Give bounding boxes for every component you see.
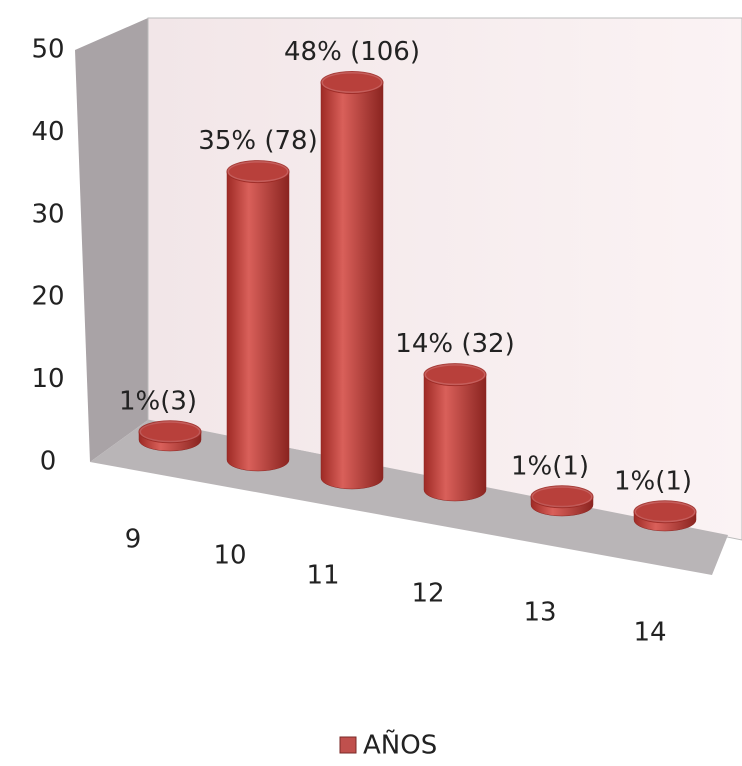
x-tick-label: 13: [523, 598, 556, 628]
y-tick-label: 30: [31, 199, 64, 229]
cylinder: [320, 82, 384, 490]
side-wall: [75, 18, 148, 462]
x-tick-label: 12: [411, 579, 444, 609]
data-label: 1%(1): [614, 466, 692, 496]
y-tick-label: 10: [31, 364, 64, 394]
data-label: 1%(3): [119, 386, 197, 416]
y-tick-label: 50: [31, 35, 64, 65]
x-tick-label: 11: [306, 561, 339, 591]
y-tick-label: 0: [40, 447, 57, 477]
legend-swatch: [339, 736, 357, 754]
cylinder-top-shade: [323, 73, 381, 92]
cylinder-top-shade: [141, 422, 199, 441]
legend-label: AÑOS: [363, 729, 437, 761]
x-tick-label: 14: [633, 618, 666, 648]
back-wall: [147, 17, 742, 541]
x-tick-label: 10: [213, 541, 246, 571]
data-label: 48% (106): [284, 37, 420, 67]
data-label: 35% (78): [198, 126, 317, 156]
x-tick-label: 9: [125, 525, 142, 555]
cylinder-top-shade: [533, 487, 591, 506]
data-label: 1%(1): [511, 451, 589, 481]
cylinder-top-shade: [426, 365, 484, 384]
data-label: 14% (32): [395, 329, 514, 359]
y-tick-label: 40: [31, 117, 64, 147]
cylinder: [226, 171, 290, 472]
cylinder: [423, 374, 487, 502]
cylinder-top-shade: [229, 162, 287, 181]
y-tick-label: 20: [31, 282, 64, 312]
cylinder-top-shade: [636, 502, 694, 521]
